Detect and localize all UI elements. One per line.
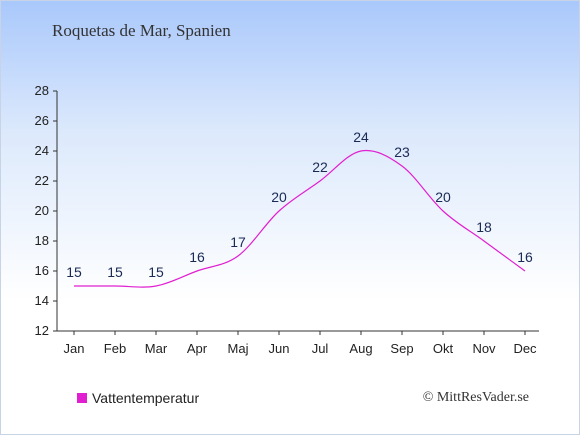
data-label: 18 (476, 219, 492, 235)
data-point (360, 150, 362, 152)
credit-text: © MittResVader.se (422, 390, 529, 405)
data-point (196, 270, 198, 272)
x-tick-label: Aug (349, 341, 372, 356)
chart-legend: Vattentemperatur (77, 390, 199, 406)
x-tick-label: Jan (64, 341, 85, 356)
data-label: 16 (189, 249, 205, 265)
x-tick-label: Jun (269, 341, 290, 356)
data-label: 20 (435, 189, 451, 205)
y-tick-label: 20 (35, 203, 49, 218)
x-tick-label: Sep (390, 341, 413, 356)
y-tick-label: 12 (35, 323, 49, 338)
data-label: 17 (230, 234, 246, 250)
y-tick-label: 18 (35, 233, 49, 248)
data-label: 20 (271, 189, 287, 205)
y-tick-label: 22 (35, 173, 49, 188)
x-tick-label: Apr (187, 341, 208, 356)
y-tick-label: 28 (35, 83, 49, 98)
chart-title: Roquetas de Mar, Spanien (52, 21, 231, 40)
data-point (73, 285, 75, 287)
data-label: 15 (107, 264, 123, 280)
x-tick-label: Jul (312, 341, 329, 356)
legend-label: Vattentemperatur (92, 390, 200, 406)
y-tick-label: 14 (35, 293, 49, 308)
data-label: 15 (148, 264, 164, 280)
data-point (319, 180, 321, 182)
data-point (524, 270, 526, 272)
x-tick-label: Okt (433, 341, 454, 356)
data-label: 22 (312, 159, 328, 175)
chart-marks: 15 15 15 16 17 20 22 24 23 20 18 16 (66, 129, 533, 288)
legend-swatch (77, 393, 87, 403)
data-label: 24 (353, 129, 369, 145)
data-label: 16 (517, 249, 533, 265)
x-tick-label: Dec (513, 341, 537, 356)
x-tick-label: Maj (228, 341, 249, 356)
data-point (278, 210, 280, 212)
chart-axes: 12 14 16 18 20 22 24 26 28 Jan Feb Mar Apr Maj Jun Jul A… (35, 83, 539, 356)
x-tick-label: Mar (145, 341, 168, 356)
y-tick-label: 16 (35, 263, 49, 278)
data-label: 23 (394, 144, 410, 160)
data-point (442, 210, 444, 212)
y-tick-label: 26 (35, 113, 49, 128)
data-point (401, 165, 403, 167)
y-tick-label: 24 (35, 143, 49, 158)
x-tick-label: Feb (104, 341, 126, 356)
series-line (74, 149, 526, 288)
data-point (155, 285, 157, 287)
data-point (237, 255, 239, 257)
data-point (483, 240, 485, 242)
data-point (114, 285, 116, 287)
x-tick-label: Nov (472, 341, 496, 356)
data-label: 15 (66, 264, 82, 280)
